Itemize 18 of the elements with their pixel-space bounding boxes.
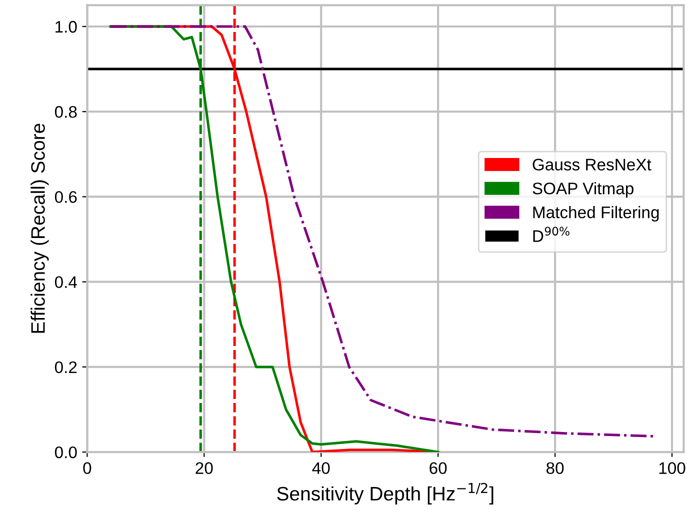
legend-label: SOAP Vitmap (532, 182, 634, 198)
x-tick-label: 80 (546, 462, 564, 474)
x-tick-label: 20 (196, 462, 213, 474)
y-tick-label: 0.8 (54, 106, 77, 118)
x-tick-label: 100 (659, 462, 686, 474)
y-tick-label: 0.0 (54, 446, 77, 458)
y-tick-label: 0.4 (54, 276, 77, 288)
y-tick-label: 1.0 (56, 20, 77, 33)
x-axis-title: Sensitivity Depth [Hz$^{−1/2}$] (277, 482, 494, 504)
x-tick-label: 0 (83, 462, 92, 474)
x-tick-label: 60 (430, 462, 447, 474)
y-axis-title: Efficiency (Recall) Score (30, 124, 49, 333)
legend-label: Gauss ResNeXt (532, 158, 652, 170)
legend-label: D$^{90%}$ (533, 226, 570, 242)
x-tick-label: 40 (312, 462, 330, 474)
y-tick-label: 0.6 (54, 191, 77, 203)
legend-label: Matched Filtering (533, 206, 659, 222)
y-tick-label: 0.2 (54, 361, 77, 374)
